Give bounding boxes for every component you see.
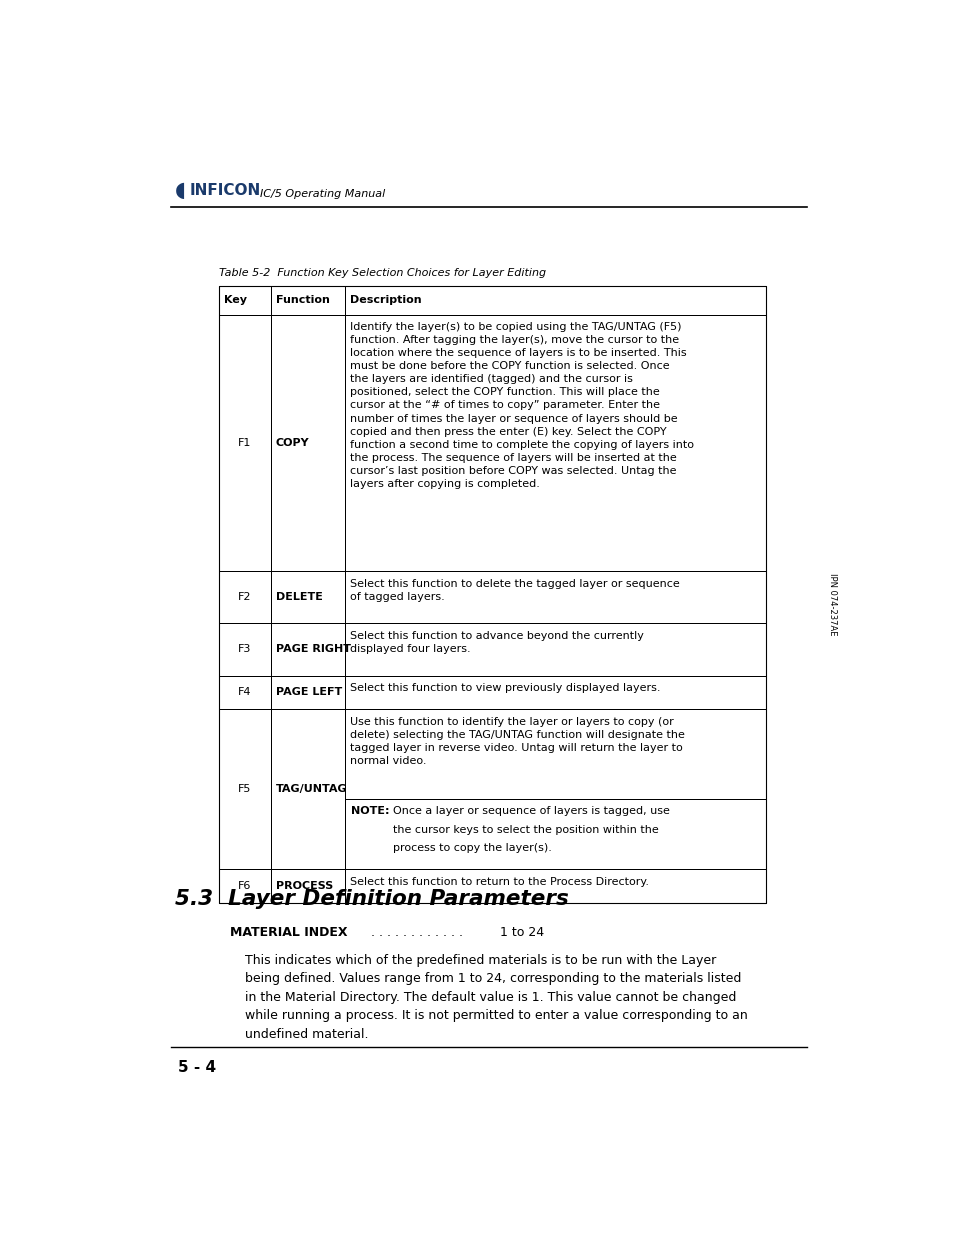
Text: Function: Function xyxy=(275,295,330,305)
Text: Select this function to advance beyond the currently
displayed four layers.: Select this function to advance beyond t… xyxy=(350,631,643,653)
Text: PAGE LEFT: PAGE LEFT xyxy=(275,688,342,698)
Text: MATERIAL INDEX: MATERIAL INDEX xyxy=(230,926,347,940)
Text: F4: F4 xyxy=(238,688,252,698)
Bar xyxy=(219,571,271,624)
Bar xyxy=(271,571,344,624)
Text: 5 - 4: 5 - 4 xyxy=(178,1061,216,1076)
Bar xyxy=(271,624,344,676)
Text: PAGE RIGHT: PAGE RIGHT xyxy=(275,645,351,655)
Bar xyxy=(219,869,271,903)
Text: 5.3  Layer Definition Parameters: 5.3 Layer Definition Parameters xyxy=(174,889,568,909)
Bar xyxy=(219,676,271,709)
Text: TAG/UNTAG: TAG/UNTAG xyxy=(275,784,347,794)
Bar xyxy=(344,315,765,571)
Bar xyxy=(219,315,271,571)
Text: ◖: ◖ xyxy=(174,180,186,200)
Bar xyxy=(344,799,765,869)
Bar xyxy=(271,315,344,571)
Text: COPY: COPY xyxy=(275,437,310,448)
Bar xyxy=(344,624,765,676)
Bar xyxy=(344,869,765,903)
Bar xyxy=(271,287,344,315)
Bar xyxy=(344,287,765,315)
Text: F1: F1 xyxy=(238,437,252,448)
Text: Select this function to view previously displayed layers.: Select this function to view previously … xyxy=(350,683,659,693)
Bar xyxy=(271,709,344,869)
Text: 1 to 24: 1 to 24 xyxy=(496,926,544,940)
Text: IPN 074-237AE: IPN 074-237AE xyxy=(827,573,837,636)
Text: the cursor keys to select the position within the: the cursor keys to select the position w… xyxy=(393,825,658,835)
Text: process to copy the layer(s).: process to copy the layer(s). xyxy=(393,844,551,853)
Text: Table 5-2  Function Key Selection Choices for Layer Editing: Table 5-2 Function Key Selection Choices… xyxy=(219,268,546,278)
Bar xyxy=(219,287,765,903)
Text: Key: Key xyxy=(224,295,247,305)
Text: NOTE:: NOTE: xyxy=(351,806,389,816)
Text: This indicates which of the predefined materials is to be run with the Layer
bei: This indicates which of the predefined m… xyxy=(245,953,747,1041)
Text: DELETE: DELETE xyxy=(275,592,322,601)
Text: INFICON: INFICON xyxy=(190,183,260,198)
Text: PROCESS: PROCESS xyxy=(275,882,333,892)
Bar xyxy=(271,869,344,903)
Text: F3: F3 xyxy=(238,645,252,655)
Bar xyxy=(344,676,765,709)
Text: F5: F5 xyxy=(238,784,252,794)
Bar xyxy=(344,709,765,799)
Text: Select this function to delete the tagged layer or sequence
of tagged layers.: Select this function to delete the tagge… xyxy=(350,578,679,601)
Text: F6: F6 xyxy=(238,882,252,892)
Text: IC/5 Operating Manual: IC/5 Operating Manual xyxy=(259,189,385,199)
Text: Once a layer or sequence of layers is tagged, use: Once a layer or sequence of layers is ta… xyxy=(393,806,669,816)
Bar xyxy=(219,624,271,676)
Text: Identify the layer(s) to be copied using the TAG/UNTAG (F5)
function. After tagg: Identify the layer(s) to be copied using… xyxy=(350,322,693,489)
Bar xyxy=(344,571,765,624)
Text: Select this function to return to the Process Directory.: Select this function to return to the Pr… xyxy=(350,877,648,887)
Text: . . . . . . . . . . . .: . . . . . . . . . . . . xyxy=(370,926,462,940)
Text: Description: Description xyxy=(350,295,421,305)
Text: F2: F2 xyxy=(238,592,252,601)
Text: Use this function to identify the layer or layers to copy (or
delete) selecting : Use this function to identify the layer … xyxy=(350,716,684,766)
Bar xyxy=(219,287,271,315)
Bar xyxy=(219,709,271,869)
Bar xyxy=(271,676,344,709)
